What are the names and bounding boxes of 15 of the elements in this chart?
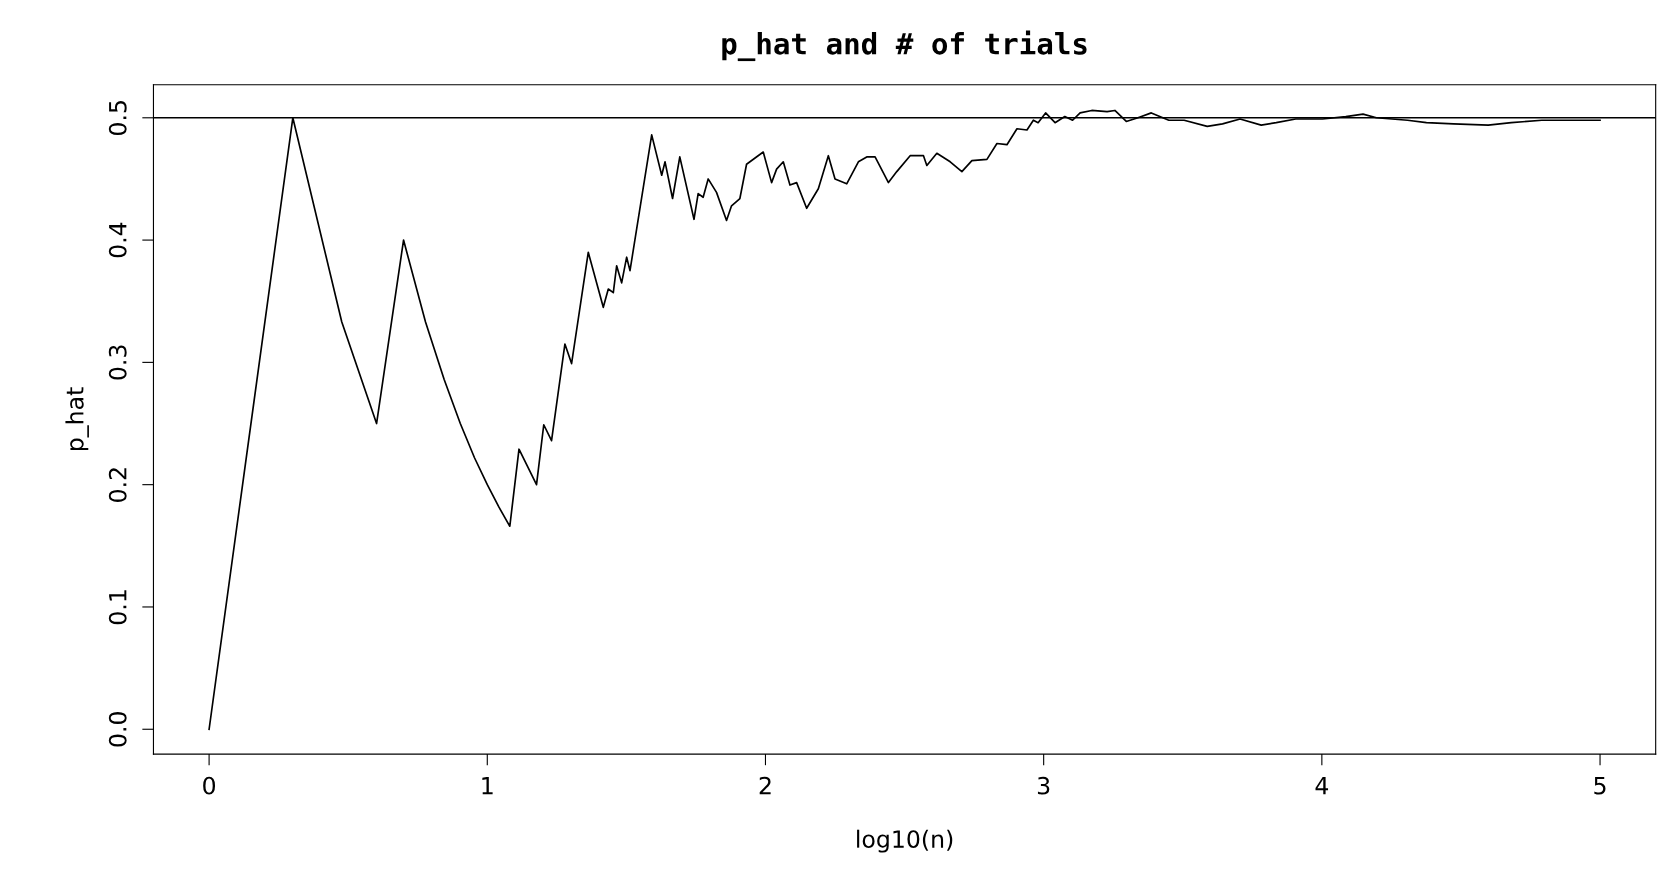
y-tick-label: 0.3 xyxy=(108,345,127,380)
x-tick-label: 5 xyxy=(1594,777,1606,795)
chart-title: p_hat and # of trials xyxy=(722,30,1087,62)
x-tick-label: 3 xyxy=(1037,776,1050,795)
x-tick-label: 1 xyxy=(482,777,493,795)
y-tick-label: 0.2 xyxy=(108,468,127,502)
x-tick-label: 4 xyxy=(1315,777,1329,795)
y-tick-label: 0.0 xyxy=(108,712,127,747)
y-tick-label: 0.1 xyxy=(108,590,127,625)
x-tick-label: 2 xyxy=(759,776,771,795)
x-tick-label: 0 xyxy=(203,776,216,795)
y-tick-label: 0.4 xyxy=(108,222,127,258)
y-axis-title: p_hat xyxy=(65,387,89,451)
x-axis-title: log10(n) xyxy=(857,829,953,853)
y-tick-label: 0.5 xyxy=(108,101,127,135)
